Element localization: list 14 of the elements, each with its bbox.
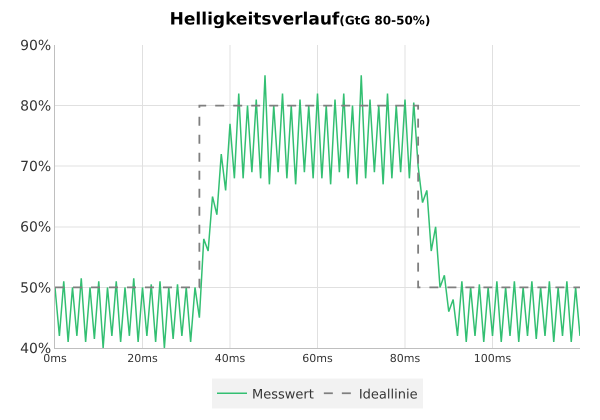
y-tick-label: 50% xyxy=(20,280,52,296)
legend-label: Messwert xyxy=(252,387,314,402)
y-tick-label: 70% xyxy=(20,159,52,176)
x-tick-label: 40ms xyxy=(214,352,246,366)
legend-label: Ideallinie xyxy=(358,387,418,402)
chart-title: Helligkeitsverlauf xyxy=(170,10,340,30)
y-tick-label: 60% xyxy=(20,220,52,236)
x-tick-label: 20ms xyxy=(127,352,158,366)
chart-subtitle: (GtG 80-50%) xyxy=(339,14,430,28)
y-tick-label: 80% xyxy=(20,98,52,114)
x-tick-label: 80ms xyxy=(390,352,420,366)
x-tick-label: 60ms xyxy=(302,352,333,366)
y-tick-label: 90% xyxy=(20,38,52,54)
x-tick-label: 100ms xyxy=(474,352,512,366)
